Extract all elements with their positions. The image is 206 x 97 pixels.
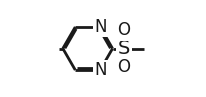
Text: N: N xyxy=(94,18,106,36)
Text: O: O xyxy=(118,21,131,39)
Text: N: N xyxy=(94,61,106,79)
Text: S: S xyxy=(118,39,130,58)
Text: O: O xyxy=(118,58,131,76)
